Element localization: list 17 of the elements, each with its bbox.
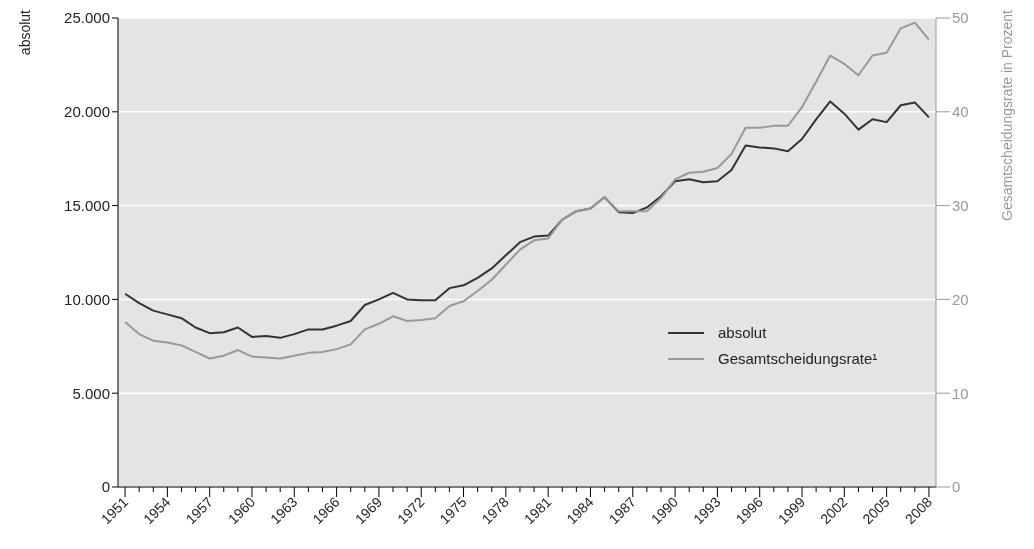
y-tick-label: 20.000: [64, 103, 110, 121]
y-axis-title: absolut: [17, 9, 33, 56]
y2-axis-title: Gesamtscheidungsrate in Prozent: [999, 9, 1015, 221]
y-tick-label: 25.000: [64, 9, 110, 27]
line-series: [124, 100, 930, 339]
y2-tick-label: 30: [952, 196, 969, 214]
y-tick-label: 15.000: [64, 196, 110, 214]
y2-tick-label: 0: [952, 478, 961, 496]
legend-label: absolut: [718, 323, 767, 343]
y2-tick-label: 10: [952, 384, 969, 402]
y2-tick-label: 20: [952, 290, 969, 308]
y-tick-label: 10.000: [64, 290, 110, 308]
y2-tick-label: 40: [952, 103, 969, 121]
y2-tick-label: 50: [952, 9, 969, 27]
y-tick-label: 0: [101, 478, 110, 496]
legend-label: Gesamtscheidungsrate¹: [718, 349, 878, 369]
y-tick-label: 5.000: [72, 384, 110, 402]
